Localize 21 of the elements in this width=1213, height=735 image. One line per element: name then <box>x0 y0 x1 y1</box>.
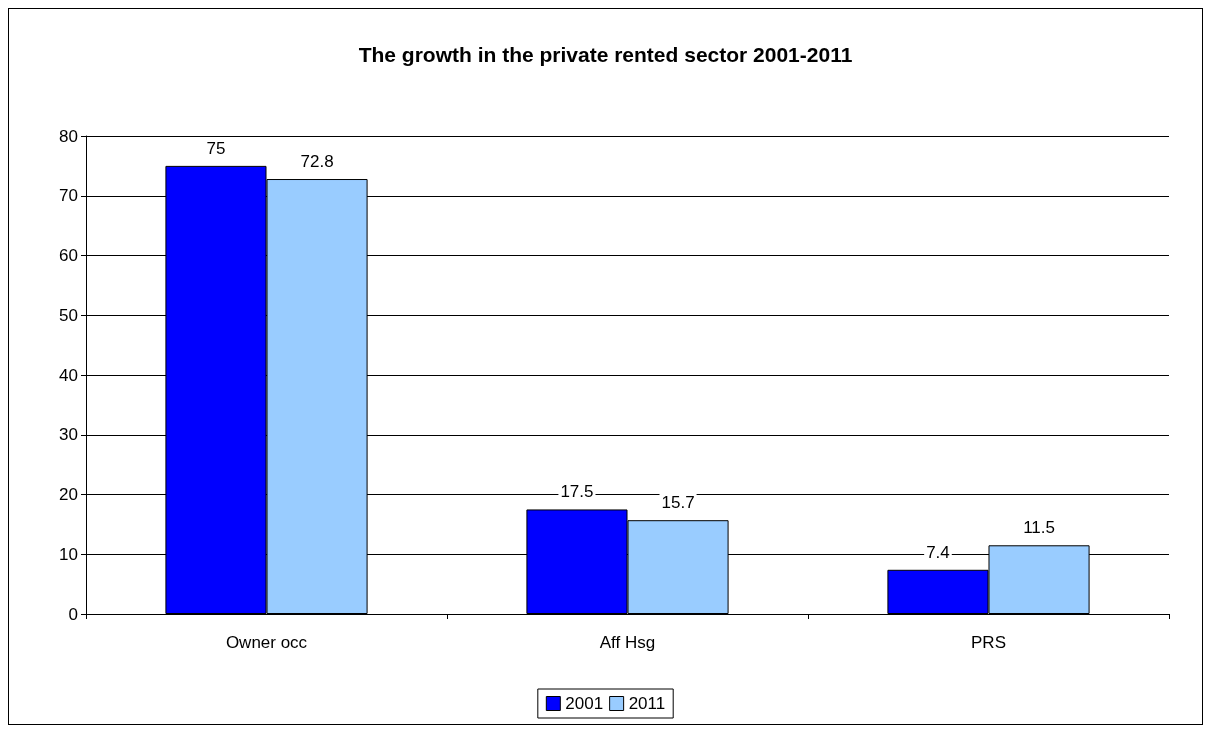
y-tick-label: 20 <box>59 485 78 504</box>
chart-title: The growth in the private rented sector 2001-2011 <box>358 43 853 66</box>
x-tick-label: Owner occ <box>225 633 308 652</box>
y-tick-label: 30 <box>59 425 78 445</box>
data-label: 11.5 <box>1023 518 1055 538</box>
data-label: 15.7 <box>661 493 695 513</box>
x-tick-label: PRS <box>971 633 1006 652</box>
data-label: 17.5 <box>560 482 594 502</box>
legend-label: 2001 <box>565 694 604 713</box>
data-label: 72.8 <box>300 152 334 172</box>
y-tick-label: 80 <box>59 126 78 146</box>
x-tick-label: Aff Hsg <box>599 633 656 652</box>
legend-label: 2011 <box>628 694 666 713</box>
y-tick-label: 60 <box>59 246 78 265</box>
y-tick-label: 0 <box>68 604 78 624</box>
data-label: 7.4 <box>926 542 950 562</box>
y-tick-label: 70 <box>59 186 78 206</box>
data-label: 75 <box>206 138 226 158</box>
y-tick-label: 50 <box>59 305 78 325</box>
y-tick-label: 10 <box>59 544 78 564</box>
y-tick-label: 40 <box>59 365 78 385</box>
